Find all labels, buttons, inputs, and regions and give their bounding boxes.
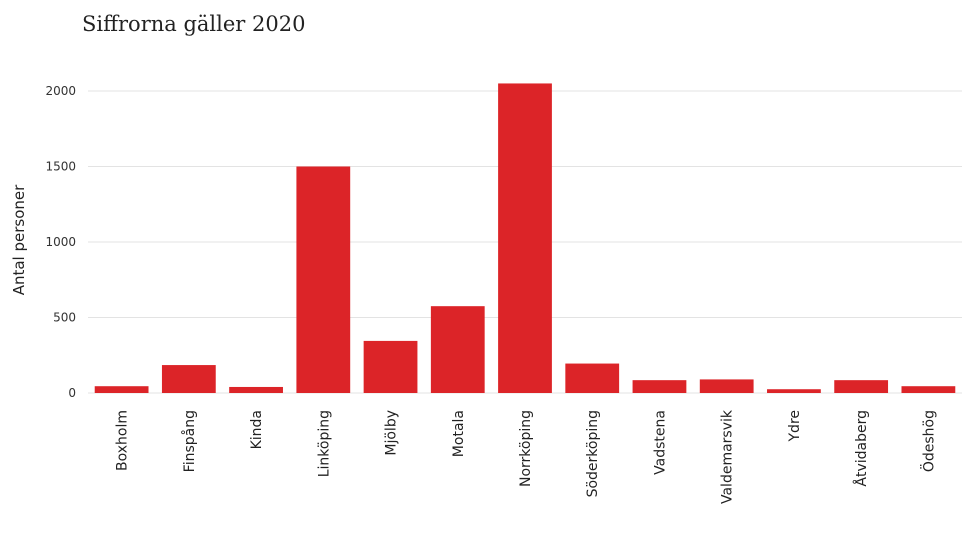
bar xyxy=(363,340,418,393)
bar xyxy=(565,363,620,393)
x-tick-label: Åtvidaberg xyxy=(853,410,870,487)
bar xyxy=(430,306,485,393)
y-tick-label: 500 xyxy=(53,311,76,325)
bars xyxy=(94,83,956,393)
y-tick-label: 1500 xyxy=(45,160,76,174)
x-tick-label: Finspång xyxy=(181,410,198,472)
x-tick-label: Boxholm xyxy=(115,410,131,471)
bar xyxy=(767,389,821,393)
bar xyxy=(94,386,149,393)
chart-title: Siffrorna gäller 2020 xyxy=(82,12,306,36)
y-tick-label: 1000 xyxy=(45,235,76,249)
x-tick-label: Ödeshög xyxy=(919,410,937,472)
x-tick-label: Kinda xyxy=(249,410,265,449)
bar xyxy=(161,365,216,393)
bar xyxy=(296,166,351,393)
y-axis-ticks: 0 500 1000 1500 2000 xyxy=(45,84,76,400)
x-tick-label: Valdemarsvik xyxy=(720,409,736,504)
x-tick-label: Norrköping xyxy=(518,410,534,487)
x-tick-label: Mjölby xyxy=(384,410,400,456)
bar xyxy=(901,386,956,393)
y-tick-label: 2000 xyxy=(45,84,76,98)
x-tick-label: Vadstena xyxy=(652,410,668,475)
bar xyxy=(498,83,552,393)
x-tick-label: Söderköping xyxy=(585,410,601,497)
x-tick-label: Ydre xyxy=(787,410,803,443)
bar xyxy=(632,380,687,393)
y-tick-label: 0 xyxy=(68,386,76,400)
y-axis-label: Antal personer xyxy=(10,184,28,295)
bar xyxy=(834,380,889,393)
x-tick-label: Linköping xyxy=(316,410,332,477)
x-tick-label: Motala xyxy=(451,410,467,457)
bar xyxy=(699,379,754,393)
x-axis-ticks: Boxholm Finspång Kinda Linköping Mjölby Motal… xyxy=(115,409,938,504)
bar xyxy=(229,386,283,393)
